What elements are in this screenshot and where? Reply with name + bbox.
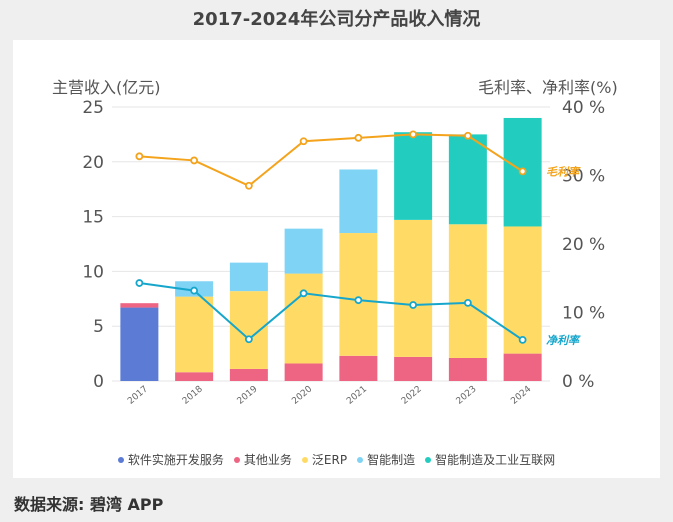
data-point	[354, 133, 363, 142]
y2-tick-label: 30 %	[562, 167, 605, 187]
y-tick-label: 10	[82, 262, 104, 282]
data-point	[463, 299, 472, 307]
legend-label: 智能制造	[367, 453, 416, 467]
source-note: 数据来源: 碧湾 APP	[14, 495, 164, 514]
x-tick-label: 2021	[345, 384, 369, 406]
data-point	[463, 131, 472, 140]
bar-segment	[394, 356, 433, 381]
data-point	[354, 296, 363, 305]
data-point	[135, 152, 144, 161]
series-line	[139, 282, 524, 341]
bar-segment	[339, 169, 378, 234]
bar-segment	[229, 368, 268, 381]
y-axis-title: 主营收入(亿元)	[52, 78, 161, 97]
data-point	[299, 137, 308, 146]
data-point	[244, 335, 253, 344]
bar-segment	[503, 226, 542, 354]
x-tick-label: 2020	[290, 384, 314, 407]
data-point	[409, 301, 418, 309]
y-tick-label: 20	[82, 153, 104, 173]
bar-segment	[175, 372, 214, 381]
legend-label: 泛ERP	[311, 453, 348, 467]
bar-segment	[120, 303, 159, 308]
legend-swatch	[425, 456, 432, 463]
x-tick-label: 2017	[126, 384, 150, 406]
bar-segment	[284, 363, 323, 381]
y-tick-label: 0	[93, 372, 104, 392]
y-tick-label: 25	[82, 98, 104, 118]
legend-swatch	[301, 456, 308, 463]
bar-segment	[175, 296, 214, 373]
bar-segment	[394, 132, 433, 220]
bar-segment	[394, 219, 433, 357]
y2-tick-label: 0 %	[562, 372, 594, 392]
bar-segment	[339, 233, 378, 356]
bar-segment	[229, 291, 268, 369]
data-point	[190, 156, 199, 165]
legend-item: 智能制造及工业互联网	[425, 451, 555, 468]
chart-panel	[13, 40, 660, 478]
y2-tick-label: 10 %	[562, 304, 605, 324]
y-tick-label: 5	[93, 317, 104, 337]
legend-label: 软件实施开发服务	[127, 453, 224, 467]
data-point	[518, 335, 527, 344]
legend-item: 智能制造	[357, 451, 415, 468]
x-tick-label: 2018	[181, 384, 205, 407]
chart-legend: 软件实施开发服务 其他业务 泛ERP 智能制造 智能制造及工业互联网	[0, 451, 673, 468]
data-point	[135, 279, 144, 287]
x-tick-label: 2024	[509, 384, 533, 407]
x-tick-label: 2019	[236, 384, 260, 407]
data-point	[409, 130, 418, 139]
bar-segment	[448, 134, 487, 225]
y-tick-label: 15	[82, 208, 104, 228]
series-end-label: 净利率	[546, 334, 581, 347]
bar-segment	[229, 262, 268, 292]
legend-swatch	[233, 456, 240, 463]
legend-item: 软件实施开发服务	[117, 451, 224, 468]
x-tick-label: 2023	[455, 384, 479, 406]
bar-segment	[448, 357, 487, 381]
legend-swatch	[117, 456, 124, 463]
bar-segment	[284, 273, 323, 364]
series-end-label: 毛利率	[546, 165, 581, 178]
data-point	[518, 167, 527, 176]
data-point	[299, 289, 308, 298]
chart-title: 2017-2024年公司分产品收入情况	[192, 9, 481, 30]
series-line	[139, 133, 524, 187]
bar-segment	[284, 228, 323, 274]
bar-segment	[120, 307, 159, 381]
x-tick-label: 2022	[400, 384, 424, 406]
y2-tick-label: 20 %	[562, 235, 605, 255]
bar-segment	[448, 224, 487, 358]
data-point	[190, 286, 199, 295]
legend-item: 泛ERP	[301, 451, 348, 468]
y2-tick-label: 40 %	[562, 98, 605, 118]
bar-segment	[339, 355, 378, 381]
legend-item: 其他业务	[233, 451, 292, 468]
data-point	[244, 181, 253, 190]
legend-swatch	[357, 456, 364, 463]
legend-label: 智能制造及工业互联网	[435, 453, 556, 467]
y2-axis-title: 毛利率、净利率(%)	[478, 78, 618, 97]
bar-segment	[503, 353, 542, 381]
legend-label: 其他业务	[243, 453, 292, 467]
